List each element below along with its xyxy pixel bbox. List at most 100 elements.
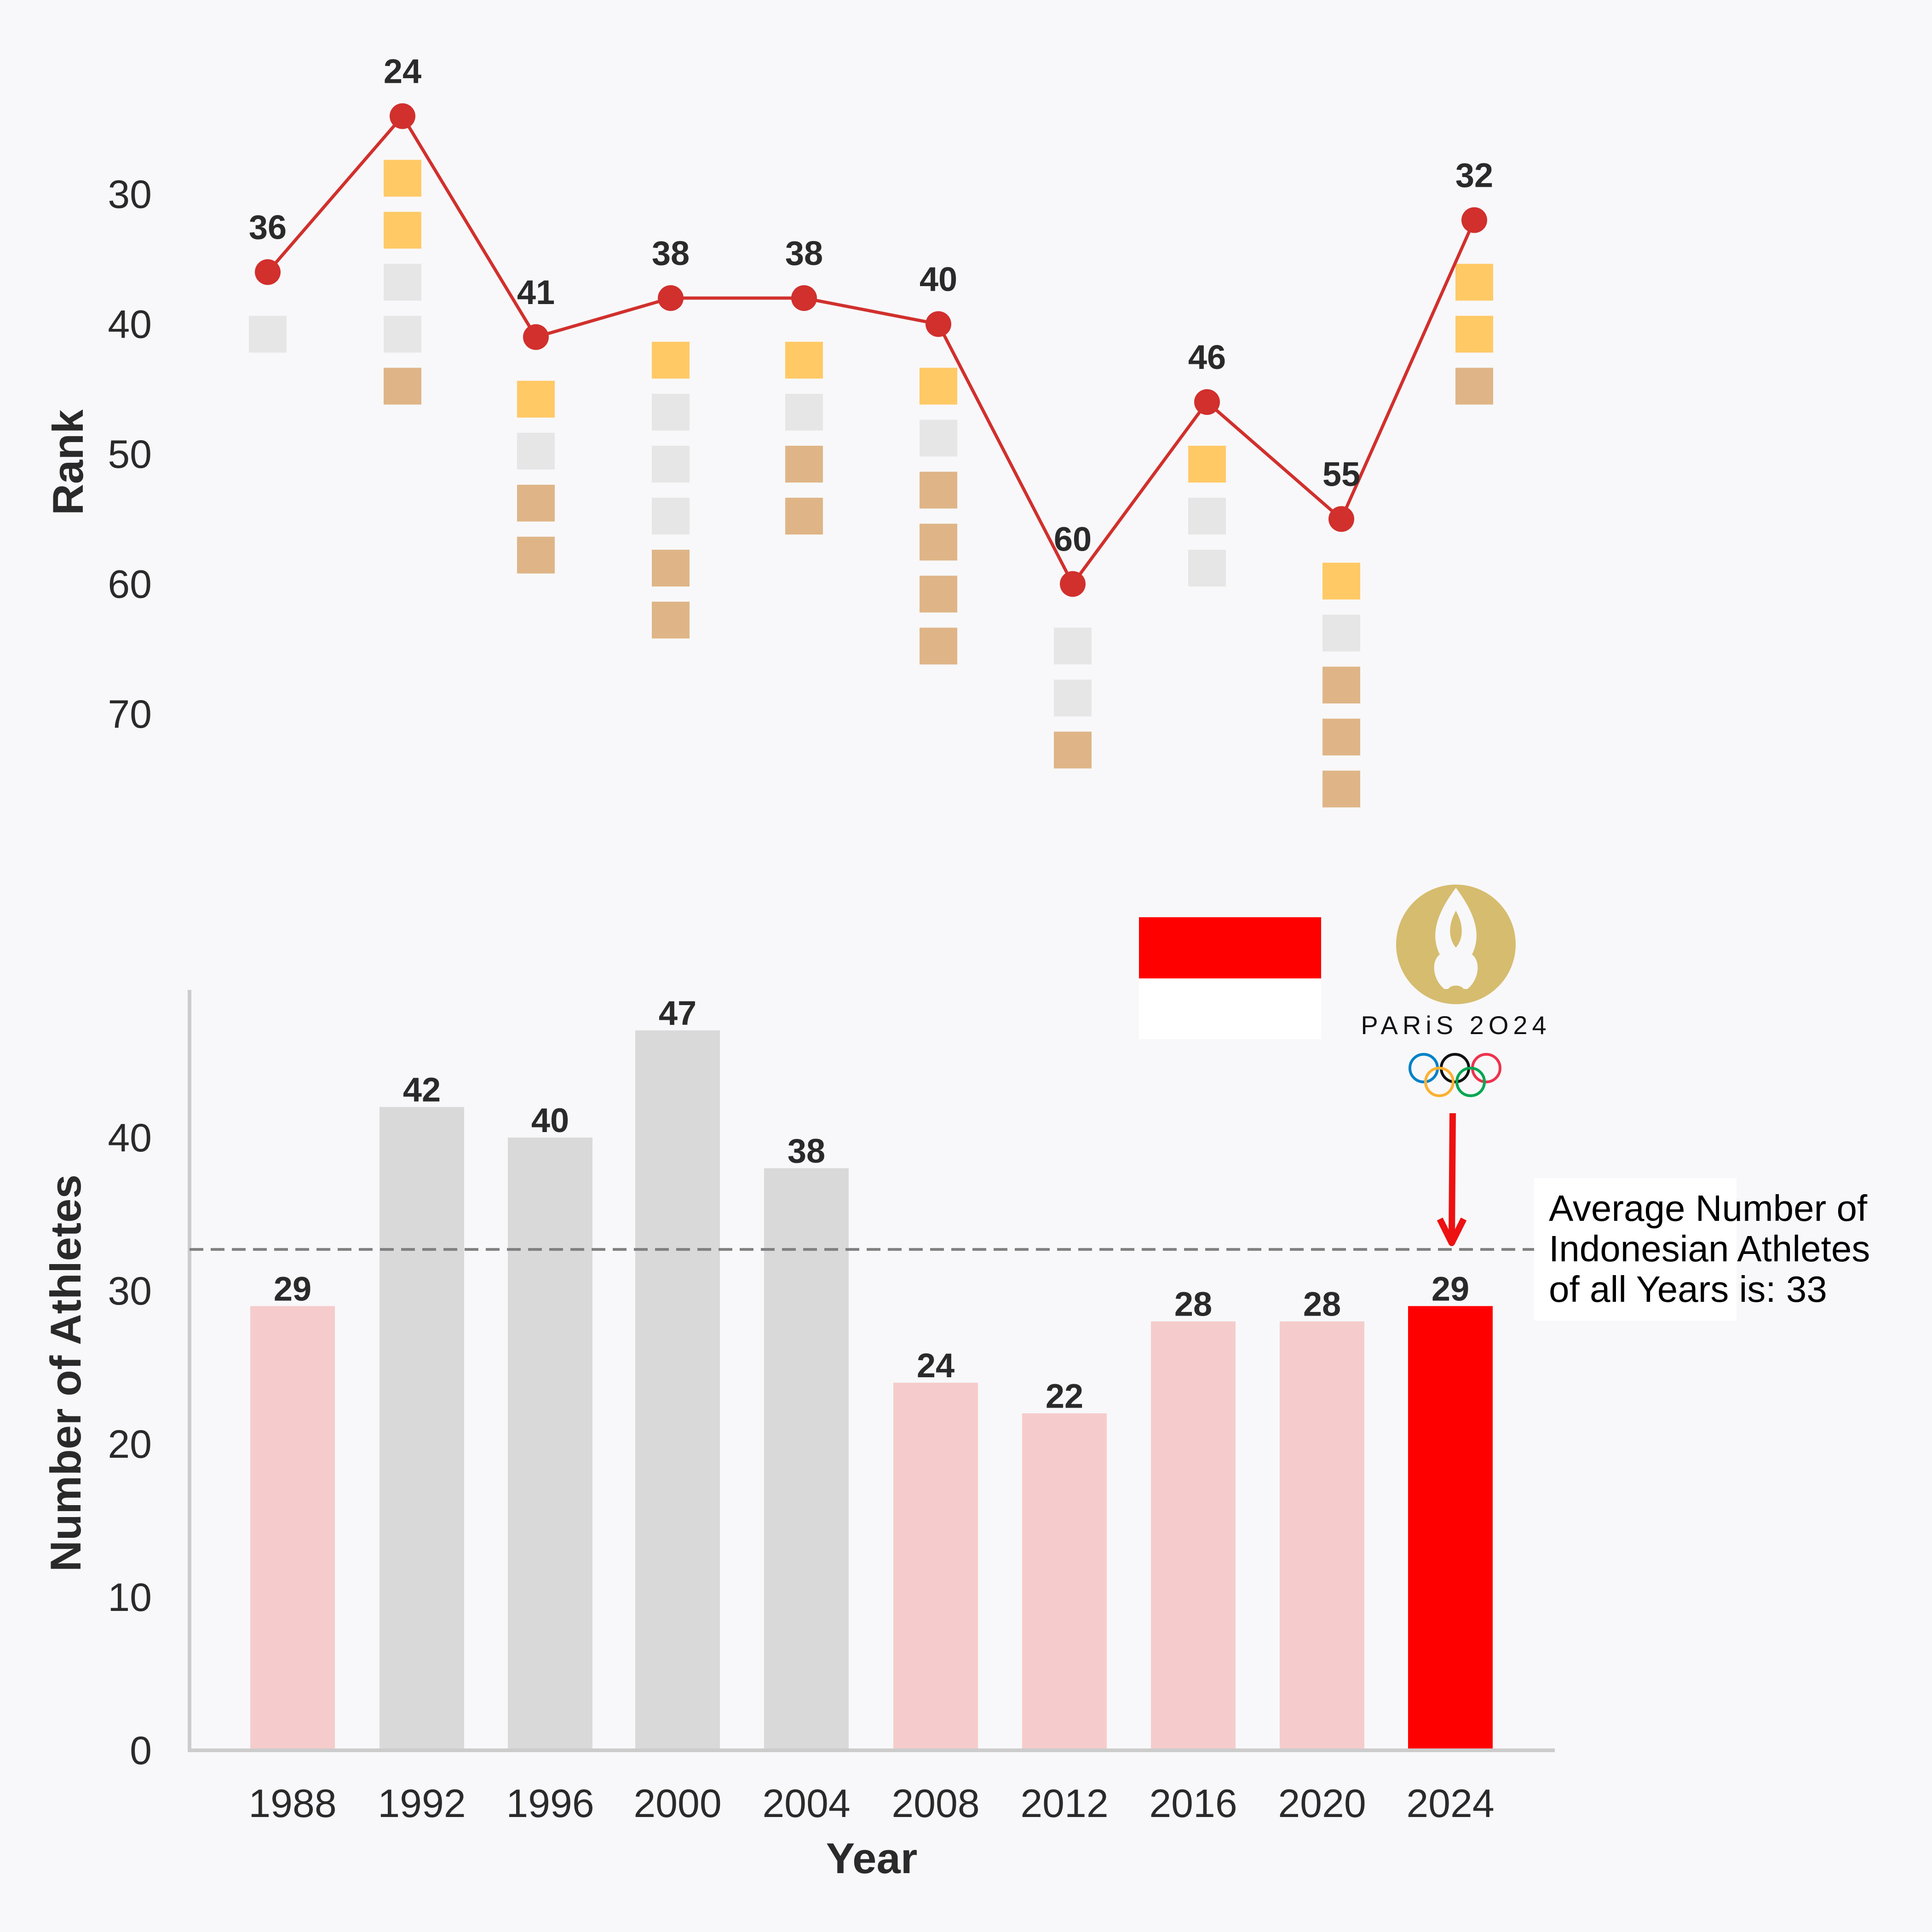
bar-data-label: 40 (531, 1101, 569, 1139)
gold-medal-square (384, 212, 421, 249)
bar (1151, 1321, 1236, 1750)
silver-medal-square (249, 316, 287, 353)
rank-y-tick-label: 30 (108, 172, 152, 217)
indonesia-flag-icon (1139, 917, 1321, 1039)
paris-2024-logo: PARiS 2O24 (1361, 885, 1551, 1097)
silver-medal-square (920, 420, 957, 457)
bar-x-ticks: 1988 1992 1996 2000 2004 2008 2012 2016 2020 2024 (248, 1782, 1494, 1826)
bar-x-tick-label: 1988 (248, 1782, 336, 1826)
bar-x-tick-label: 2008 (891, 1782, 979, 1826)
rank-y-tick-label: 40 (108, 303, 152, 347)
rank-y-tick-label: 70 (108, 692, 152, 736)
bronze-medal-square (1322, 770, 1360, 808)
rank-point (658, 285, 684, 311)
rank-data-label: 60 (1054, 520, 1092, 558)
paris-2024-wordmark: PARiS 2O24 (1361, 1011, 1551, 1040)
bar-y-tick-label: 30 (108, 1269, 152, 1313)
rank-series (255, 103, 1487, 597)
bar (893, 1382, 978, 1750)
bar (1408, 1306, 1493, 1750)
gold-medal-square (1455, 264, 1493, 301)
bar-xlabel: Year (826, 1834, 918, 1882)
silver-medal-square (1188, 550, 1226, 586)
silver-medal-square (517, 432, 555, 470)
bar-x-tick-label: 1992 (378, 1782, 466, 1826)
bar-data-label: 22 (1046, 1377, 1083, 1415)
rank-point (255, 259, 281, 285)
bar (250, 1306, 335, 1750)
bronze-medal-square (785, 498, 823, 535)
rank-data-label: 41 (517, 273, 555, 311)
bronze-medal-square (1054, 731, 1092, 769)
rank-point (1461, 207, 1487, 233)
bar-data-label: 42 (403, 1070, 441, 1109)
bronze-medal-square (1322, 667, 1360, 704)
silver-medal-square (785, 394, 823, 431)
bronze-medal-square (652, 550, 690, 586)
gold-medal-square (1455, 316, 1493, 353)
silver-medal-square (1322, 615, 1360, 652)
rank-data-label: 38 (785, 234, 823, 272)
medal-squares (249, 160, 1493, 808)
bar-x-tick-label: 2004 (762, 1782, 850, 1826)
rank-data-label: 32 (1455, 156, 1493, 195)
rank-point (390, 103, 415, 129)
rank-y-tick-label: 60 (108, 563, 152, 607)
bronze-medal-square (517, 484, 555, 522)
rank-y-tick-label: 50 (108, 432, 152, 477)
rank-ylabel: Rank (44, 409, 92, 515)
bronze-medal-square (920, 575, 957, 613)
bar-y-tick-label: 40 (108, 1116, 152, 1160)
bar-x-tick-label: 2024 (1406, 1782, 1494, 1826)
bar-y-tick-label: 10 (108, 1576, 152, 1620)
rank-point (926, 311, 951, 337)
bar (764, 1168, 849, 1750)
silver-medal-square (384, 316, 421, 353)
gold-medal-square (1188, 446, 1226, 483)
bar-data-label: 28 (1303, 1285, 1341, 1323)
rank-point (523, 324, 549, 350)
silver-medal-square (652, 446, 690, 483)
bar-x-tick-label: 2000 (633, 1782, 721, 1826)
rank-data-label: 46 (1188, 338, 1226, 376)
rank-line (266, 113, 1476, 587)
bar-x-tick-label: 2020 (1278, 1782, 1366, 1826)
bronze-medal-square (1322, 719, 1360, 756)
bar (1022, 1413, 1107, 1750)
bronze-medal-square (920, 523, 957, 561)
arrow-icon (1437, 1113, 1467, 1246)
annotation-line: Average Number of (1549, 1188, 1868, 1229)
silver-medal-square (1054, 627, 1092, 665)
bar-x-tick-label: 2016 (1149, 1782, 1237, 1826)
bronze-medal-square (1455, 368, 1493, 405)
bar-data-label: 29 (274, 1270, 311, 1308)
bar-data-label: 47 (659, 994, 696, 1032)
rank-data-label: 55 (1322, 455, 1360, 493)
gold-medal-square (1322, 563, 1360, 600)
bar-y-tick-label: 0 (130, 1729, 152, 1773)
rank-y-ticks: 30 40 50 60 70 (108, 172, 152, 736)
bar-data-label: 29 (1432, 1270, 1469, 1308)
rank-point (1060, 571, 1086, 597)
bar (508, 1138, 592, 1750)
bronze-medal-square (785, 446, 823, 483)
bar-ylabel: Number of Athletes (41, 1174, 90, 1572)
bar-x-tick-label: 1996 (506, 1782, 594, 1826)
rank-point (1194, 389, 1220, 415)
silver-medal-square (384, 264, 421, 301)
gold-medal-square (384, 160, 421, 197)
bars (250, 1030, 1493, 1750)
olympic-rings-icon (1409, 1053, 1501, 1097)
bar (1280, 1321, 1364, 1750)
silver-medal-square (652, 498, 690, 535)
bar-y-tick-label: 20 (108, 1422, 152, 1466)
annotation-line: Indonesian Athletes (1549, 1228, 1870, 1269)
bronze-medal-square (384, 368, 421, 405)
silver-medal-square (1188, 498, 1226, 535)
bar-data-label: 24 (917, 1346, 954, 1385)
silver-medal-square (652, 394, 690, 431)
bar-y-ticks: 0 10 20 30 40 (108, 1116, 152, 1773)
gold-medal-square (785, 342, 823, 379)
rank-data-label: 38 (652, 234, 690, 272)
